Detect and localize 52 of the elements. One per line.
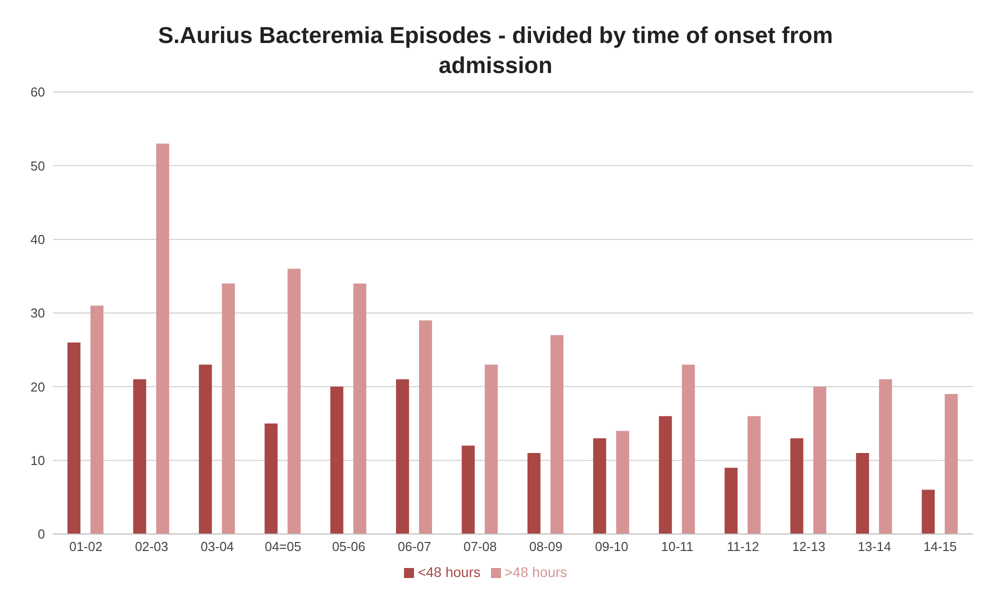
x-tick-label: 13-14 bbox=[858, 539, 892, 554]
bar bbox=[222, 284, 235, 534]
chart-title: S.Aurius Bacteremia Episodes - divided by time of onset from admission bbox=[157, 21, 834, 80]
bar bbox=[264, 424, 278, 534]
bar bbox=[396, 379, 410, 534]
x-tick-label: 09-10 bbox=[594, 539, 628, 554]
bar bbox=[593, 438, 606, 534]
x-tick-label: 10-11 bbox=[661, 539, 694, 554]
x-tick-label: 12-13 bbox=[792, 539, 826, 554]
y-tick-label: 30 bbox=[30, 306, 45, 321]
bar bbox=[879, 379, 892, 534]
bar bbox=[856, 452, 870, 534]
bar bbox=[419, 320, 432, 534]
x-tick-label: 01-02 bbox=[69, 539, 102, 554]
bar bbox=[90, 306, 104, 534]
x-tick-label: 11-12 bbox=[726, 539, 760, 554]
bar bbox=[616, 430, 630, 534]
x-tick-label: 04=05 bbox=[264, 539, 302, 554]
bar bbox=[748, 416, 761, 534]
bar bbox=[353, 284, 366, 534]
bar bbox=[484, 364, 498, 534]
bar bbox=[658, 416, 672, 534]
bar bbox=[67, 342, 80, 534]
bar bbox=[330, 386, 344, 534]
bar bbox=[156, 144, 170, 534]
x-tick-label: 14-15 bbox=[924, 539, 957, 554]
bar bbox=[790, 438, 804, 534]
y-tick-label: 40 bbox=[30, 232, 45, 247]
x-tick-label: 08-09 bbox=[529, 539, 562, 554]
y-tick-label: 60 bbox=[30, 84, 45, 100]
bar bbox=[550, 335, 564, 534]
bar bbox=[198, 364, 212, 534]
x-tick-label: 06-07 bbox=[398, 539, 432, 554]
bar bbox=[462, 446, 475, 534]
bar bbox=[682, 364, 695, 534]
y-tick-label: 10 bbox=[30, 452, 45, 468]
bar bbox=[527, 452, 540, 534]
x-tick-label: 02-03 bbox=[134, 539, 168, 554]
x-tick-label: 03-04 bbox=[200, 539, 234, 554]
bar bbox=[922, 490, 935, 534]
bar bbox=[813, 386, 826, 534]
y-tick-label: 20 bbox=[30, 379, 45, 394]
legend-label: <48 hours bbox=[418, 564, 480, 580]
bar bbox=[724, 468, 738, 534]
bar bbox=[133, 379, 146, 534]
x-tick-label: 07-08 bbox=[464, 539, 497, 554]
y-tick-label: 0 bbox=[38, 526, 45, 542]
legend-label: >48 hours bbox=[504, 564, 568, 580]
bar bbox=[288, 268, 301, 534]
y-tick-label: 50 bbox=[30, 158, 45, 174]
x-tick-label: 05-06 bbox=[332, 539, 366, 554]
bar bbox=[944, 394, 958, 534]
